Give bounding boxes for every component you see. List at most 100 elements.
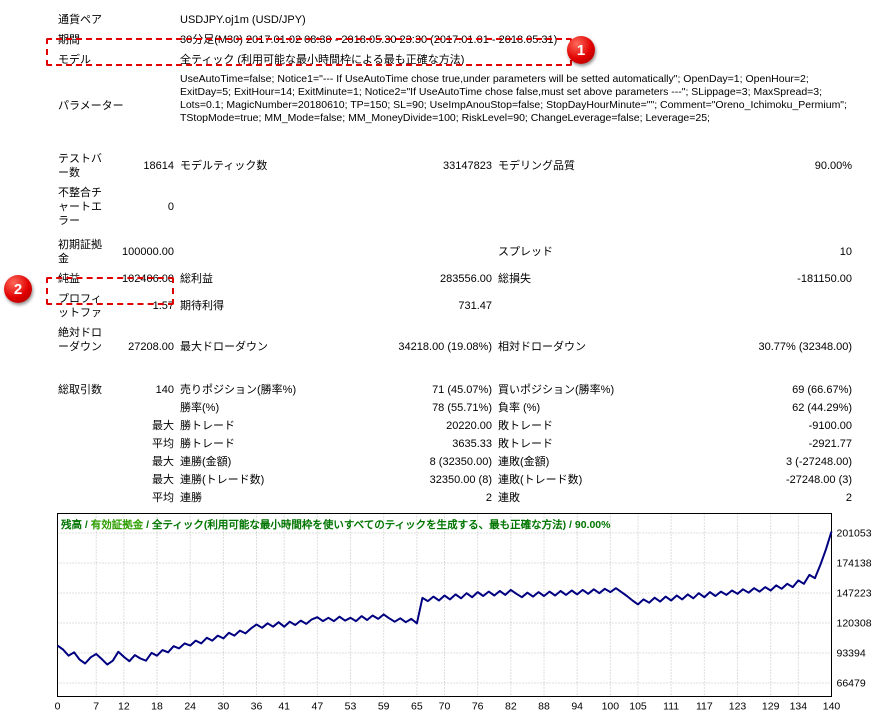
svg-text:53: 53: [345, 701, 357, 713]
largest-loss-value: -9100.00: [808, 420, 853, 432]
consec-wins-money-label: 連勝(金額): [180, 456, 232, 468]
chart-title-sep2: /: [143, 519, 153, 531]
total-trades-label: 総取引数: [58, 384, 102, 396]
row-largest-trade: 最大 勝トレード 20220.00 敗トレード -9100.00: [55, 417, 855, 435]
avg-consec-wins-value: 2: [485, 492, 492, 504]
annotation-badge-1: 1: [567, 36, 595, 64]
net-profit-label: 純益: [58, 273, 80, 285]
gross-profit-label: 総利益: [180, 273, 213, 285]
row-win-rate: 勝率(%) 78 (55.71%) 負率 (%) 62 (44.29%): [55, 399, 855, 417]
abs-drawdown-label: 絶対ドローダウン: [58, 327, 102, 353]
deposit-label: 初期証拠金: [58, 239, 102, 265]
svg-text:123: 123: [729, 701, 747, 713]
consec-losses-money-value: 3 (-27248.00): [785, 456, 853, 468]
parameters-value: UseAutoTime=false; Notice1="--- If UseAu…: [180, 73, 847, 124]
svg-text:120308: 120308: [837, 618, 872, 630]
svg-text:18: 18: [151, 701, 163, 713]
svg-text:111: 111: [663, 701, 679, 713]
avg-loss-label: 敗トレード: [498, 438, 553, 450]
svg-text:0: 0: [55, 701, 61, 713]
mismatch-label: 不整合チャートエラー: [58, 187, 102, 227]
svg-text:93394: 93394: [837, 647, 866, 659]
chart-title-rest: 全ティック(利用可能な最小時間枠を使いすべてのティックを生成する、最も正確な方法…: [152, 519, 611, 531]
bars-label: テストバー数: [58, 153, 102, 179]
spread-label: スプレッド: [498, 246, 553, 258]
symbol-value: USDJPY.oj1m (USD/JPY): [180, 14, 306, 26]
ticks-label: モデルティック数: [180, 160, 268, 172]
max-drawdown-value: 34218.00 (19.08%): [398, 341, 492, 353]
row-profit-factor: プロフィットファクタ 1.57 期待利得 731.47: [55, 289, 855, 323]
row-average-trade: 平均 勝トレード 3635.33 敗トレード -2921.77: [55, 435, 855, 453]
row-deposit: 初期証拠金 100000.00 スプレッド 10: [55, 235, 855, 269]
avg-win-label: 勝トレード: [180, 438, 235, 450]
quality-value: 90.00%: [814, 160, 853, 172]
symbol-label: 通貨ペア: [58, 14, 102, 26]
row-consec-money: 最大 連勝(金額) 8 (32350.00) 連敗(金額) 3 (-27248.…: [55, 453, 855, 471]
svg-text:65: 65: [411, 701, 423, 713]
mismatch-value: 0: [167, 201, 174, 213]
svg-text:105: 105: [629, 701, 647, 713]
row-mismatch: 不整合チャートエラー 0: [55, 183, 855, 231]
consec-losses-count-value: -27248.00 (3): [785, 474, 853, 486]
consec-count-prefix: 最大: [152, 474, 174, 486]
svg-text:66479: 66479: [837, 678, 866, 690]
gross-loss-value: -181150.00: [797, 273, 853, 285]
expected-payoff-value: 731.47: [458, 300, 492, 312]
row-model: モデル 全ティック (利用可能な最小時間枠による最も正確な方法): [55, 50, 855, 70]
largest-loss-label: 敗トレード: [498, 420, 553, 432]
chart-title: 残高 / 有効証拠金 / 全ティック(利用可能な最小時間枠を使いすべてのティック…: [61, 517, 610, 532]
svg-text:140: 140: [823, 701, 841, 713]
row-consec-average: 平均 連勝 2 連敗 2: [55, 489, 855, 507]
svg-text:88: 88: [538, 701, 550, 713]
chart-title-equity: 有効証拠金: [90, 519, 144, 531]
consec-avg-prefix: 平均: [152, 492, 174, 504]
loss-trades-label: 負率 (%): [498, 402, 541, 414]
svg-text:12: 12: [118, 701, 130, 713]
svg-text:100: 100: [602, 701, 620, 713]
backtest-report-page: { "report": { "header": { "symbol": {"la…: [0, 10, 875, 728]
row-consec-count: 最大 連勝(トレード数) 32350.00 (8) 連敗(トレード数) -272…: [55, 471, 855, 489]
max-drawdown-label: 最大ドローダウン: [180, 341, 268, 353]
svg-text:47: 47: [311, 701, 323, 713]
consec-wins-count-value: 32350.00 (8): [429, 474, 492, 486]
consec-losses-money-label: 連敗(金額): [498, 456, 550, 468]
rel-drawdown-label: 相対ドローダウン: [498, 341, 586, 353]
abs-drawdown-value: 27208.00: [128, 341, 174, 353]
svg-text:24: 24: [184, 701, 196, 713]
long-positions-label: 買いポジション(勝率%): [498, 384, 615, 396]
consec-wins-money-value: 8 (32350.00): [429, 456, 492, 468]
svg-text:7: 7: [93, 701, 99, 713]
svg-text:147223: 147223: [837, 588, 872, 600]
largest-win-label: 勝トレード: [180, 420, 235, 432]
row-period: 期間 30分足(M30) 2017.01.02 08:30 - 2018.05.…: [55, 30, 855, 50]
avg-consec-wins-label: 連勝: [180, 492, 202, 504]
profit-trades-value: 78 (55.71%): [432, 402, 492, 414]
consec-money-prefix: 最大: [152, 456, 174, 468]
chart-title-balance: 残高: [61, 519, 82, 531]
annotation-badge-2: 2: [4, 275, 32, 303]
profit-factor-label: プロフィットファクタ: [58, 293, 102, 319]
chart-title-sep1: /: [82, 519, 91, 531]
gross-loss-label: 総損失: [498, 273, 531, 285]
model-value: 全ティック (利用可能な最小時間枠による最も正確な方法): [180, 54, 465, 66]
annotation-box-net-profit: [46, 277, 174, 305]
svg-text:30: 30: [218, 701, 230, 713]
row-net-profit: 純益 102406.00 総利益 283556.00 総損失 -181150.0…: [55, 269, 855, 289]
row-symbol: 通貨ペア USDJPY.oj1m (USD/JPY): [55, 10, 855, 30]
short-positions-value: 71 (45.07%): [432, 384, 492, 396]
svg-text:76: 76: [472, 701, 484, 713]
svg-text:174138: 174138: [837, 558, 872, 570]
long-positions-value: 69 (66.67%): [792, 384, 853, 396]
short-positions-label: 売りポジション(勝率%): [180, 384, 297, 396]
expected-payoff-label: 期待利得: [180, 300, 224, 312]
row-bars: テストバー数 18614 モデルティック数 33147823 モデリング品質 9…: [55, 149, 855, 183]
loss-trades-value: 62 (44.29%): [792, 402, 853, 414]
svg-text:117: 117: [696, 701, 713, 713]
svg-text:82: 82: [505, 701, 517, 713]
balance-chart-svg: 201053 174138 147223 120308 93394 66479 0 7 12 18…: [55, 513, 872, 713]
svg-text:201053: 201053: [837, 528, 872, 540]
avg-loss-value: -2921.77: [808, 438, 853, 450]
backtest-report-table: 通貨ペア USDJPY.oj1m (USD/JPY) 期間 30分足(M30) …: [55, 10, 855, 507]
total-trades-value: 140: [155, 384, 174, 396]
balance-chart: 201053 174138 147223 120308 93394 66479 0 7 12 18…: [0, 513, 875, 713]
